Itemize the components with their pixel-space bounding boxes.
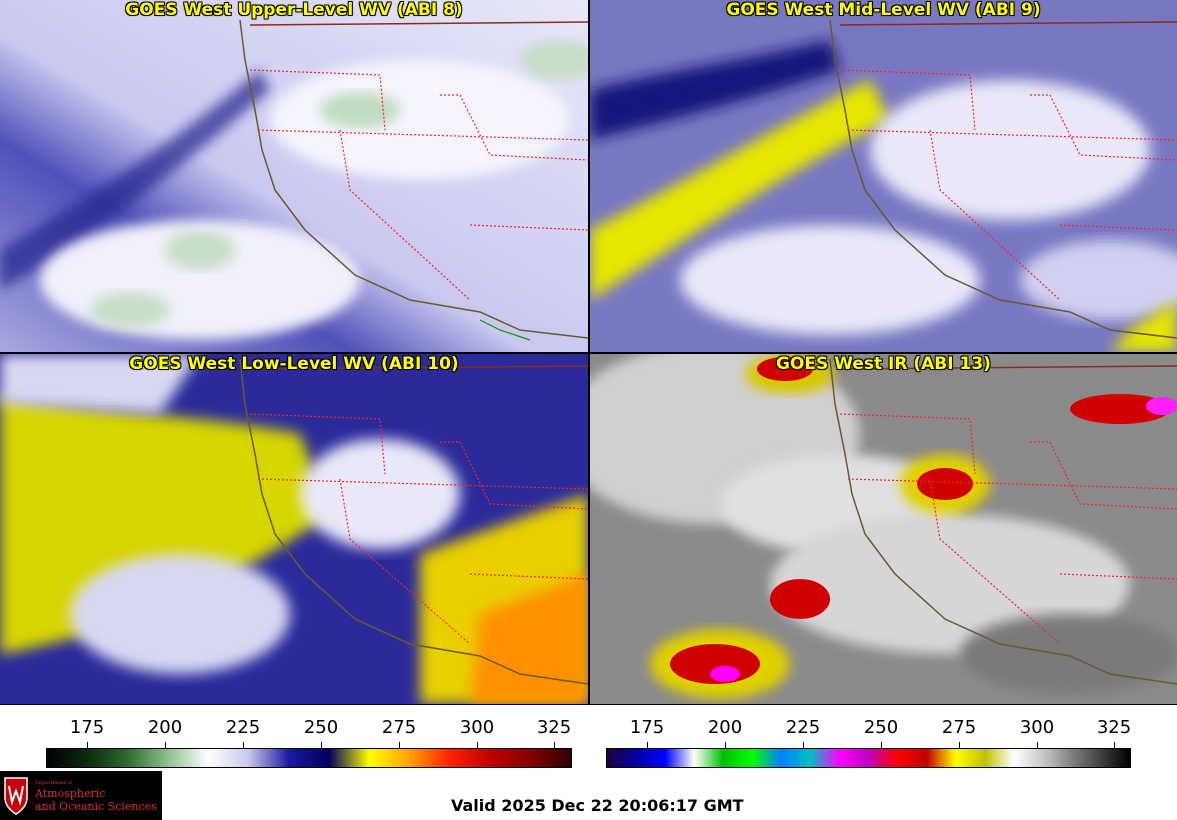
tick-label: 225 — [225, 717, 261, 738]
tick-mark — [243, 742, 244, 748]
uw-crest-icon — [4, 777, 28, 815]
panel-title: GOES West IR (ABI 13) — [776, 354, 991, 374]
logo-small-text: Department of — [35, 780, 72, 786]
panel-title: GOES West Upper-Level WV (ABI 8) — [125, 0, 463, 20]
tick-mark — [803, 742, 804, 748]
aos-logo[interactable]: Department of Atmospheric and Oceanic Sc… — [0, 771, 162, 820]
tick-label: 225 — [785, 717, 821, 738]
tick-label: 250 — [303, 717, 339, 738]
wv-colorbar — [46, 748, 572, 768]
tick-mark — [881, 742, 882, 748]
mid-level-wv-image — [590, 0, 1177, 352]
horizontal-divider — [0, 352, 1177, 354]
tick-mark — [647, 742, 648, 748]
panel-title: GOES West Mid-Level WV (ABI 9) — [726, 0, 1041, 20]
tick-label: 300 — [1019, 717, 1055, 738]
tick-label: 325 — [536, 717, 572, 738]
panel-upper-level-wv: GOES West Upper-Level WV (ABI 8) — [0, 0, 588, 352]
panel-low-level-wv: GOES West Low-Level WV (ABI 10) — [0, 354, 588, 704]
tick-label: 200 — [147, 717, 183, 738]
low-level-wv-image — [0, 354, 588, 704]
wv-colorbar-ticks: 175 200 225 250 275 300 325 — [0, 717, 588, 741]
tick-label: 200 — [707, 717, 743, 738]
logo-line-1: Atmospheric — [35, 787, 106, 800]
tick-mark — [87, 742, 88, 748]
tick-mark — [165, 742, 166, 748]
ir-colorbar-ticks: 175 200 225 250 275 300 325 — [0, 717, 1177, 741]
tick-mark — [1037, 742, 1038, 748]
tick-label: 300 — [459, 717, 495, 738]
valid-time: Valid 2025 Dec 22 20:06:17 GMT — [451, 796, 744, 815]
upper-level-wv-image — [0, 0, 588, 352]
tick-label: 275 — [381, 717, 417, 738]
tick-label: 175 — [629, 717, 665, 738]
panel-ir: GOES West IR (ABI 13) — [590, 354, 1177, 704]
ir-image — [590, 354, 1177, 704]
tick-mark — [477, 742, 478, 748]
panel-title: GOES West Low-Level WV (ABI 10) — [129, 354, 459, 374]
tick-label: 175 — [69, 717, 105, 738]
bottom-border — [0, 704, 1177, 705]
tick-label: 275 — [941, 717, 977, 738]
tick-mark — [1114, 742, 1115, 748]
tick-mark — [554, 742, 555, 748]
ir-colorbar — [606, 748, 1131, 768]
panel-mid-level-wv: GOES West Mid-Level WV (ABI 9) — [590, 0, 1177, 352]
tick-mark — [959, 742, 960, 748]
logo-line-2: and Oceanic Sciences — [35, 800, 157, 813]
tick-mark — [321, 742, 322, 748]
tick-mark — [399, 742, 400, 748]
tick-mark — [725, 742, 726, 748]
tick-label: 325 — [1096, 717, 1132, 738]
tick-label: 250 — [863, 717, 899, 738]
